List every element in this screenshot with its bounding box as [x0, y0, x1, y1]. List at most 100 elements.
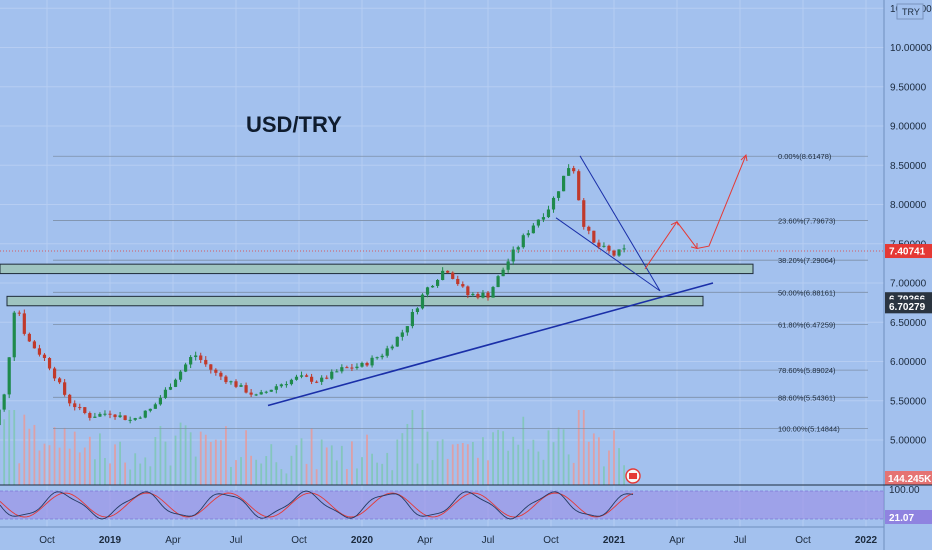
candle-body: [27, 333, 31, 342]
trend-lines[interactable]: [267, 155, 714, 407]
fib-label: 61.80%(6.47259): [778, 320, 836, 329]
candle-body: [73, 403, 77, 408]
time-tick-label: Jul: [230, 535, 243, 546]
candle-body: [430, 285, 435, 288]
volume-bar: [366, 434, 368, 485]
currency-box[interactable]: [896, 3, 924, 20]
volume-bar: [512, 436, 515, 485]
arrow-head-up-1: [670, 221, 679, 226]
candle-body: [425, 287, 430, 295]
candle-body: [577, 171, 581, 201]
price-tick-label: 6.00000: [890, 357, 927, 368]
candle-body: [370, 357, 374, 366]
candle-body: [299, 375, 304, 377]
candle-body: [143, 410, 147, 418]
volume-bar: [250, 455, 253, 485]
candle-body: [541, 217, 546, 220]
volume-bar: [300, 438, 303, 485]
candle-body: [68, 394, 72, 404]
candle-body: [400, 332, 404, 337]
volume-bar: [446, 458, 449, 485]
candle-body: [173, 379, 178, 387]
oscillator-value-box: [885, 510, 932, 524]
volume-bar: [270, 444, 273, 485]
wedge-lower-line[interactable]: [555, 217, 661, 292]
projection-arrows[interactable]: [644, 154, 748, 270]
candle-body: [78, 407, 82, 409]
candle-body: [219, 372, 223, 377]
volume-bar: [265, 456, 268, 485]
candle-body: [415, 308, 420, 312]
candle-body: [330, 371, 334, 379]
volume-bar: [345, 469, 348, 485]
volume-bar: [219, 440, 222, 485]
volume-bar: [577, 410, 580, 485]
price-tick-label: 6.50000: [890, 318, 927, 329]
volume-bar: [406, 423, 409, 485]
wedge-upper-line[interactable]: [579, 155, 661, 292]
candle-body: [304, 375, 309, 377]
candle-body: [0, 409, 1, 426]
volume-bar: [280, 469, 283, 485]
volume-bar: [340, 445, 343, 485]
volume-bar: [119, 441, 121, 485]
volume-bar: [63, 427, 66, 485]
candle-body: [572, 168, 576, 172]
candle-body: [521, 235, 525, 248]
candle-body: [113, 414, 117, 418]
volume-bar: [441, 439, 444, 485]
candle-body: [355, 366, 359, 369]
oscillator-signal-line: [0, 492, 634, 518]
chart-title: USD/TRY: [246, 112, 342, 137]
candle-body: [340, 367, 344, 372]
candle-body: [385, 348, 389, 356]
candle-body: [254, 394, 258, 396]
candle-body: [284, 384, 288, 386]
candle-body: [476, 293, 480, 298]
volume-bar: [144, 457, 147, 485]
volume-bar: [33, 424, 36, 485]
volume-bar: [461, 443, 464, 485]
time-tick-label: Apr: [165, 535, 181, 546]
volume-bar: [154, 437, 157, 485]
time-tick-label: Oct: [39, 535, 55, 546]
volume-bar: [386, 452, 389, 485]
candle-body: [168, 386, 173, 390]
candle-body: [184, 364, 188, 372]
last-price-tag-box: [885, 244, 932, 259]
candle-body: [289, 379, 294, 385]
candle-body: [42, 354, 47, 359]
candle-body: [133, 418, 137, 420]
candle-body: [436, 280, 440, 286]
candle-body: [491, 287, 495, 298]
fibonacci-levels: 0.00%(8.61478) 23.60%(7.79673) 38.20%(7.29…: [53, 152, 868, 433]
price-tick-label: 10.00000: [890, 43, 932, 54]
support-zones[interactable]: [0, 263, 754, 307]
time-tick-label: 2021: [603, 535, 626, 546]
volume-bar: [582, 410, 585, 485]
candle-body: [360, 363, 364, 367]
fib-label: 23.60%(7.79673): [778, 216, 836, 225]
rising-support-line[interactable]: [267, 282, 714, 407]
volume-bar: [371, 453, 373, 485]
candle-body: [32, 341, 36, 349]
zone-box[interactable]: [6, 295, 704, 307]
volume-tag-text: 144.245K: [888, 474, 932, 485]
arrow-head-down: [690, 242, 698, 250]
candle-body: [511, 249, 515, 262]
candle-body: [345, 367, 349, 369]
volume-bars: [0, 410, 625, 485]
candle-body: [98, 413, 102, 417]
volume-bar: [169, 465, 172, 485]
volume-bar: [421, 410, 424, 485]
volume-bar: [189, 432, 192, 485]
candle-body: [526, 233, 530, 236]
volume-bar: [547, 430, 550, 485]
volume-bar: [381, 463, 384, 485]
volume-bar: [532, 439, 535, 485]
last-price-tag-text: 7.40741: [889, 247, 926, 258]
candle-body: [325, 377, 329, 379]
zone-box[interactable]: [0, 263, 754, 275]
volume-bar: [3, 419, 6, 485]
